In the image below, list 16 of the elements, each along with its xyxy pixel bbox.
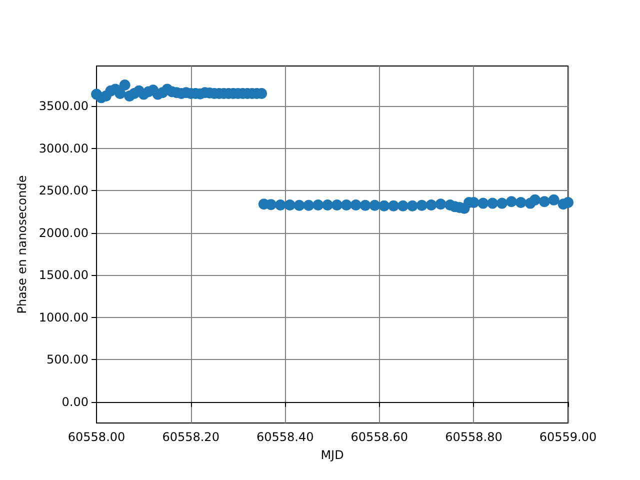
y-tick-label: 2000.00 — [38, 226, 89, 240]
x-tick-label: 60559.00 — [539, 430, 597, 444]
x-tick-label: 60558.20 — [162, 430, 220, 444]
y-tick-label: 1500.00 — [38, 268, 89, 282]
y-tick-label: 500.00 — [46, 352, 89, 367]
y-tick-label: 3500.00 — [38, 99, 89, 114]
y-tick-label: 2500.00 — [38, 184, 89, 198]
y-tick-label: 1000.00 — [38, 310, 89, 324]
x-tick-label: 60558.40 — [256, 430, 314, 444]
y-axis-title: Phase en nanoseconde — [15, 175, 29, 314]
y-tick-label: 0.00 — [62, 394, 89, 409]
x-axis-title: MJD — [320, 448, 344, 462]
x-tick-label: 60558.80 — [445, 430, 502, 444]
x-tick-label: 60558.60 — [350, 430, 408, 444]
y-tick-label: 3000.00 — [38, 141, 89, 156]
x-tick-label: 60558.00 — [68, 430, 126, 444]
